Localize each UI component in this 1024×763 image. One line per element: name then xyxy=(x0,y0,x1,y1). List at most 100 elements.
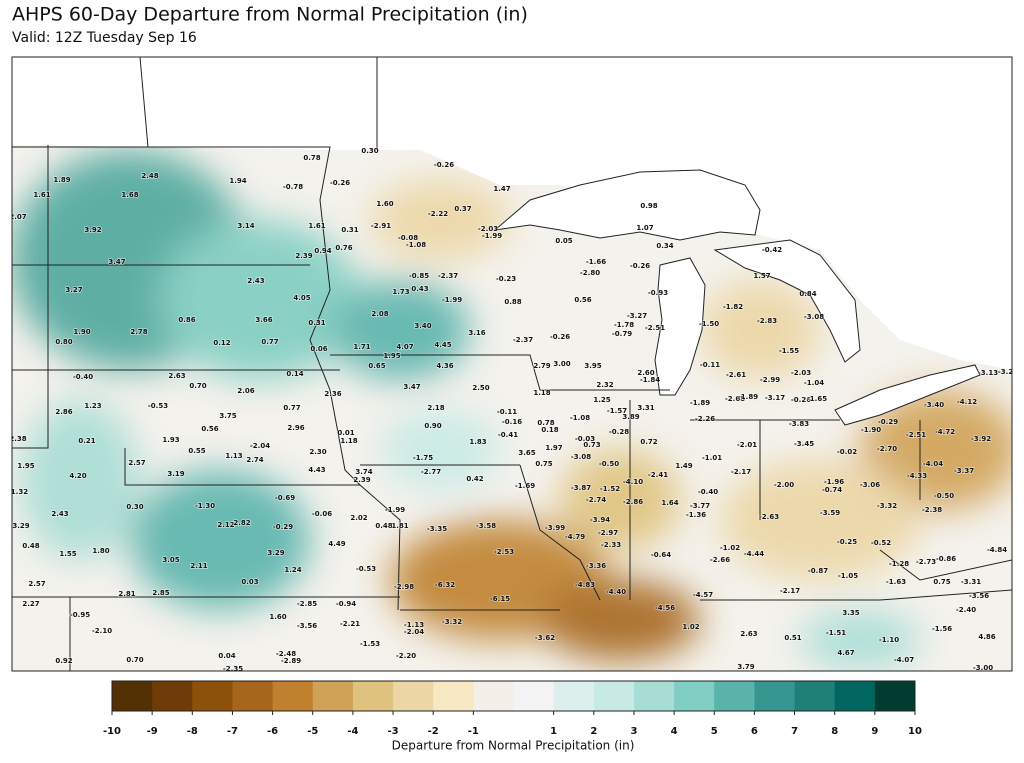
station-value: -1.57 xyxy=(607,407,627,415)
colorbar-segment xyxy=(834,681,876,711)
station-value: 1.61 xyxy=(33,191,50,199)
station-value: -2.40 xyxy=(956,606,976,614)
station-value: -1.99 xyxy=(442,296,462,304)
station-value: -2.10 xyxy=(92,627,112,635)
station-value: 1.80 xyxy=(92,547,109,555)
station-value: -0.26 xyxy=(630,262,650,270)
colorbar-tick-label: -8 xyxy=(187,726,198,737)
station-value: 0.73 xyxy=(583,441,600,449)
station-value: -4.44 xyxy=(744,550,764,558)
station-value: -1.32 xyxy=(8,488,28,496)
station-value: 0.77 xyxy=(283,404,300,412)
station-value: -0.26 xyxy=(330,179,350,187)
station-value: -3.00 xyxy=(973,664,993,672)
station-value: -1.13 xyxy=(404,621,424,629)
station-value: 0.12 xyxy=(213,339,230,347)
station-value: 2.06 xyxy=(237,387,254,395)
station-value: 2.85 xyxy=(152,589,169,597)
station-value: -2.66 xyxy=(710,556,730,564)
station-value: 0.78 xyxy=(303,154,320,162)
colorbar-segment xyxy=(312,681,354,711)
station-value: 1.93 xyxy=(162,436,179,444)
station-value: 3.66 xyxy=(255,316,272,324)
station-value: 1.90 xyxy=(73,328,90,336)
station-value: -0.16 xyxy=(502,418,522,426)
station-value: -0.26 xyxy=(434,161,454,169)
station-value: 1.18 xyxy=(340,437,357,445)
colorbar-tick-label: 8 xyxy=(831,726,838,737)
station-value: 2.11 xyxy=(190,562,207,570)
station-value: -2.35 xyxy=(223,665,243,673)
station-value: -2.48 xyxy=(276,650,296,658)
station-value: 3.29 xyxy=(12,522,29,530)
station-value: 2.60 xyxy=(637,369,654,377)
station-value: -3.13 xyxy=(978,369,998,377)
colorbar-tick-label: -2 xyxy=(428,726,439,737)
station-value: 3.92 xyxy=(84,226,101,234)
station-value: 1.71 xyxy=(353,343,370,351)
colorbar-tick-label: 4 xyxy=(671,726,678,737)
station-value: -3.06 xyxy=(860,481,880,489)
station-value: 4.67 xyxy=(837,649,854,657)
station-value: -0.52 xyxy=(871,539,891,547)
station-value: 1.95 xyxy=(383,352,400,360)
station-value: -6.32 xyxy=(435,581,455,589)
station-value: -2.37 xyxy=(513,336,533,344)
station-value: -2.53 xyxy=(494,548,514,556)
station-value: -1.05 xyxy=(838,572,858,580)
station-value: 0.31 xyxy=(308,319,325,327)
station-value: 0.14 xyxy=(286,370,303,378)
station-value: -1.99 xyxy=(385,506,405,514)
station-value: 0.34 xyxy=(656,242,673,250)
station-value: 3.14 xyxy=(237,222,254,230)
colorbar-tick-label: 9 xyxy=(871,726,878,737)
station-value: -1.55 xyxy=(779,347,799,355)
station-value: 2.79 xyxy=(533,362,550,370)
station-value: -2.03 xyxy=(478,225,498,233)
station-value: -4.07 xyxy=(894,656,914,664)
station-value: 2.43 xyxy=(247,277,264,285)
station-value: -2.03 xyxy=(791,369,811,377)
station-value: 0.65 xyxy=(368,362,385,370)
station-value: -1.10 xyxy=(879,636,899,644)
station-value: -0.86 xyxy=(936,555,956,563)
station-value: 0.51 xyxy=(784,634,801,642)
colorbar-segment xyxy=(352,681,394,711)
station-value: -1.53 xyxy=(360,640,380,648)
station-value: 2.74 xyxy=(246,456,263,464)
station-value: 3.74 xyxy=(355,468,372,476)
station-value: 3.47 xyxy=(108,258,125,266)
station-value: -3.31 xyxy=(961,578,981,586)
station-value: -1.84 xyxy=(640,376,660,384)
colorbar-tick-label: 6 xyxy=(751,726,758,737)
station-value: 1.60 xyxy=(376,200,393,208)
station-value: -3.27 xyxy=(627,312,647,320)
station-value: 0.75 xyxy=(535,460,552,468)
station-value: 2.50 xyxy=(472,384,489,392)
station-value: -2.70 xyxy=(877,445,897,453)
colorbar-tick-label: -9 xyxy=(147,726,158,737)
colorbar-tick-label: 2 xyxy=(590,726,597,737)
station-value: 3.19 xyxy=(167,470,184,478)
station-value: 0.31 xyxy=(341,226,358,234)
station-value: -2.01 xyxy=(737,441,757,449)
subtitle: Valid: 12Z Tuesday Sep 16 xyxy=(12,30,197,46)
station-value: -2.83 xyxy=(757,317,777,325)
station-value: -6.15 xyxy=(490,595,510,603)
station-value: 0.72 xyxy=(640,438,657,446)
station-value: 0.75 xyxy=(933,578,950,586)
station-value: 1.81 xyxy=(391,522,408,530)
station-value: -0.79 xyxy=(612,330,632,338)
station-value: -2.51 xyxy=(645,324,665,332)
station-value: -3.77 xyxy=(690,502,710,510)
colorbar-tick-label: 5 xyxy=(711,726,718,737)
station-value: -1.78 xyxy=(614,321,634,329)
station-value: 0.48 xyxy=(22,542,39,550)
station-value: 1.18 xyxy=(533,389,550,397)
station-value: -1.56 xyxy=(932,625,952,633)
station-value: -3.62 xyxy=(535,634,555,642)
station-value: -3.94 xyxy=(590,516,610,524)
station-value: -3.37 xyxy=(954,467,974,475)
colorbar-segment xyxy=(714,681,755,711)
station-value: -0.06 xyxy=(312,510,332,518)
